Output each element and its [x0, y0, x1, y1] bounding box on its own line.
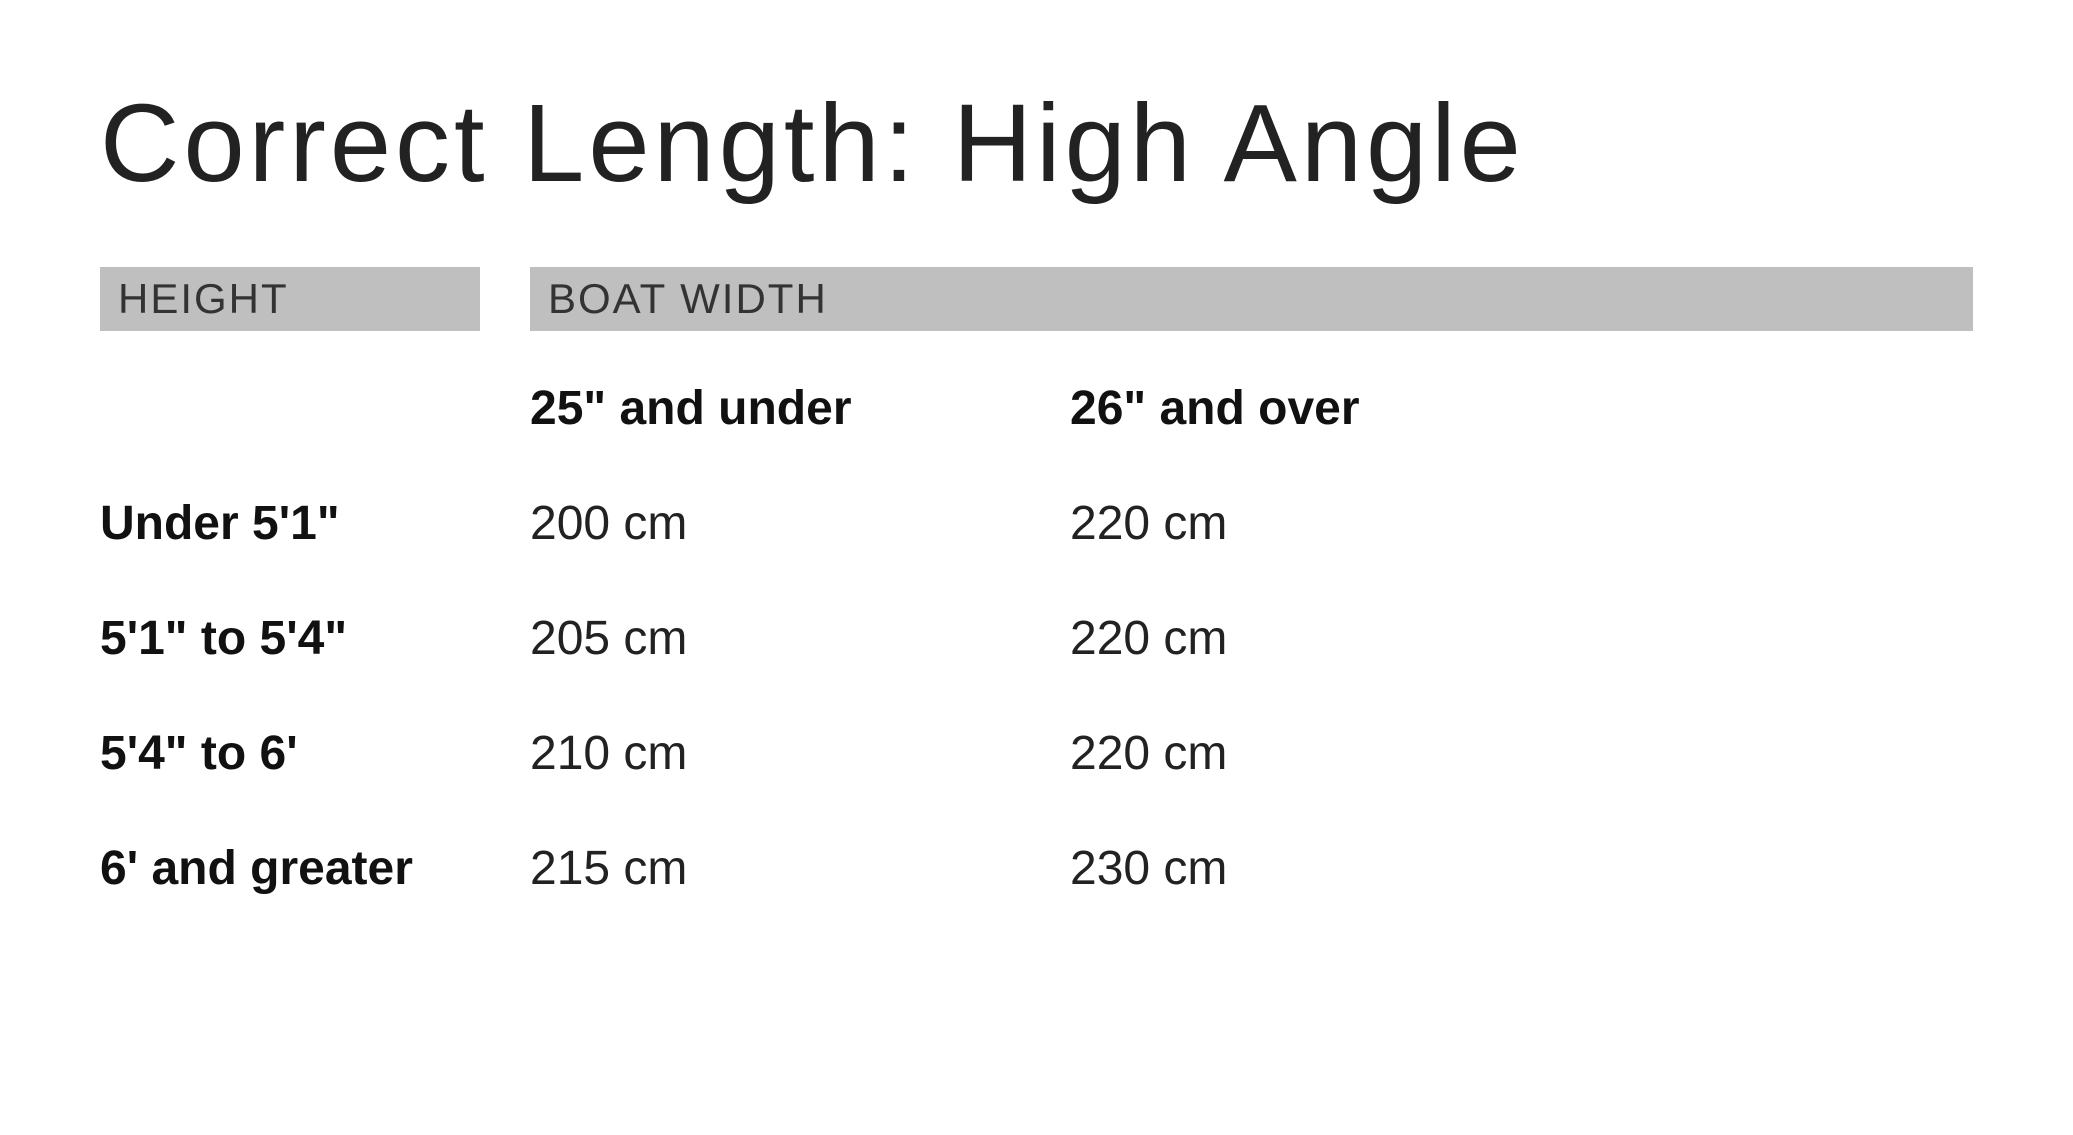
- header-boat-width: BOAT WIDTH: [530, 267, 1973, 331]
- subhead-col-1: 25" and under: [530, 381, 1020, 436]
- cell-value: 220 cm: [1070, 611, 1973, 666]
- cell-value: 200 cm: [530, 496, 1020, 551]
- table-row: 5'4" to 6' 210 cm 220 cm: [100, 726, 1973, 781]
- subhead-spacer: [100, 381, 480, 436]
- cell-value: 210 cm: [530, 726, 1020, 781]
- cell-value: 215 cm: [530, 841, 1020, 896]
- table-subheader-row: 25" and under 26" and over: [100, 381, 1973, 436]
- cell-height: Under 5'1": [100, 496, 480, 551]
- sizing-table: HEIGHT BOAT WIDTH 25" and under 26" and …: [100, 267, 1973, 896]
- page-title: Correct Length: High Angle: [100, 80, 1973, 207]
- table-row: 6' and greater 215 cm 230 cm: [100, 841, 1973, 896]
- cell-value: 220 cm: [1070, 726, 1973, 781]
- header-height: HEIGHT: [100, 267, 480, 331]
- cell-value: 230 cm: [1070, 841, 1973, 896]
- cell-value: 220 cm: [1070, 496, 1973, 551]
- cell-height: 5'4" to 6': [100, 726, 480, 781]
- cell-value: 205 cm: [530, 611, 1020, 666]
- subhead-col-2: 26" and over: [1070, 381, 1973, 436]
- table-row: 5'1" to 5'4" 205 cm 220 cm: [100, 611, 1973, 666]
- table-header-row: HEIGHT BOAT WIDTH: [100, 267, 1973, 331]
- cell-height: 6' and greater: [100, 841, 480, 896]
- cell-height: 5'1" to 5'4": [100, 611, 480, 666]
- table-row: Under 5'1" 200 cm 220 cm: [100, 496, 1973, 551]
